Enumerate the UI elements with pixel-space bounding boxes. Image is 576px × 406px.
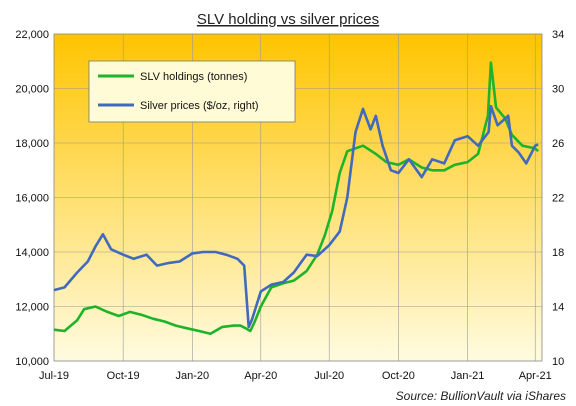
right-tick-label: 18 <box>552 247 564 259</box>
x-tick-label: Oct-19 <box>107 370 140 382</box>
right-tick-label: 10 <box>552 356 564 368</box>
series-line-price <box>53 104 539 329</box>
x-tick-label: Jan-20 <box>176 370 210 382</box>
left-tick-label: 16,000 <box>15 193 49 205</box>
left-tick-label: 12,000 <box>15 302 49 314</box>
left-tick-label: 20,000 <box>15 84 49 96</box>
chart-title: SLV holding vs silver prices <box>197 11 379 28</box>
source-note: Source: BullionVault via iShares <box>396 389 566 403</box>
right-tick-label: 34 <box>552 29 564 41</box>
left-axis: 10,000 12,000 14,000 16,000 18,000 20,000 22,0… <box>15 29 49 368</box>
left-tick-label: 18,000 <box>15 138 49 150</box>
x-tick-label: Apr-21 <box>519 370 552 382</box>
right-tick-label: 14 <box>552 302 564 314</box>
legend-label-price: Silver prices ($/oz, right) <box>140 100 259 112</box>
left-tick-label: 22,000 <box>15 29 49 41</box>
series-group <box>53 61 540 336</box>
x-tick-label: Jul-19 <box>39 370 69 382</box>
legend: SLV holdings (tonnes) Silver prices ($/o… <box>88 60 296 123</box>
x-tick-label: Jul-20 <box>314 370 344 382</box>
right-tick-label: 30 <box>552 84 564 96</box>
series-line-holdings <box>53 61 540 336</box>
plot-frame <box>53 33 543 362</box>
x-tick-label: Oct-20 <box>382 370 415 382</box>
legend-box <box>88 60 296 123</box>
x-tick-label: Apr-20 <box>244 370 277 382</box>
right-tick-label: 26 <box>552 138 564 150</box>
x-axis: Jul-19 Oct-19 Jan-20 Apr-20 Jul-20 Oct-20 Jan-… <box>39 370 552 382</box>
legend-label-holdings: SLV holdings (tonnes) <box>140 71 247 83</box>
right-axis: 10 14 18 22 26 30 34 <box>552 29 564 368</box>
left-tick-label: 10,000 <box>15 356 49 368</box>
left-tick-label: 14,000 <box>15 247 49 259</box>
right-tick-label: 22 <box>552 193 564 205</box>
x-tick-label: Jan-21 <box>451 370 485 382</box>
